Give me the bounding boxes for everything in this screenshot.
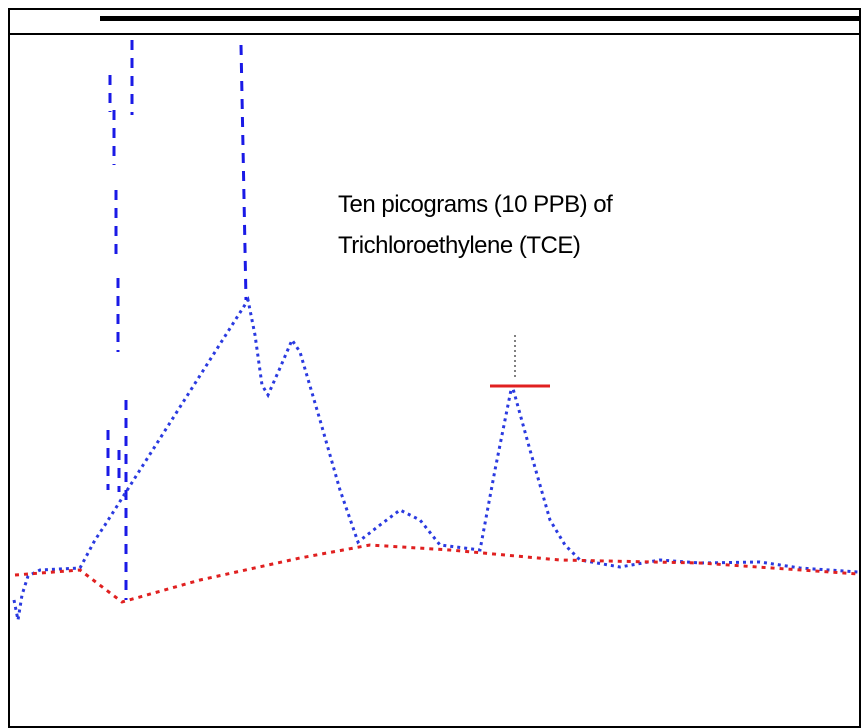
- window-frame: [8, 8, 861, 728]
- annotation-line: Ten picograms (10 PPB) of: [338, 191, 613, 218]
- baseline-trace: [14, 543, 859, 604]
- header-bar: [100, 16, 860, 21]
- signal-trace: [12, 296, 859, 621]
- annotation-line: Trichloroethylene (TCE): [338, 232, 580, 259]
- spikes: [106, 40, 248, 600]
